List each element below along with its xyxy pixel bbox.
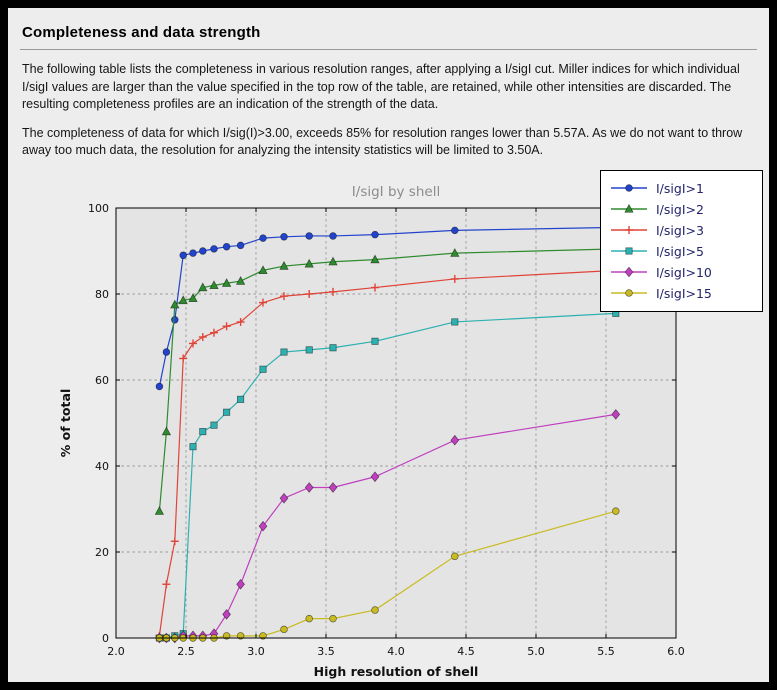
svg-text:20: 20 (95, 546, 109, 559)
intro-paragraph: The following table lists the completene… (22, 62, 740, 111)
legend-label: I/sigI>1 (656, 180, 704, 196)
report-panel: Completeness and data strength The follo… (8, 8, 769, 682)
title-separator (20, 49, 757, 50)
legend-item: I/sigI>1 (610, 178, 750, 199)
svg-text:80: 80 (95, 288, 109, 301)
svg-text:40: 40 (95, 460, 109, 473)
page-title: Completeness and data strength (22, 24, 261, 41)
legend-diamond-line-icon (611, 266, 647, 278)
svg-text:2.5: 2.5 (177, 645, 195, 658)
legend-label: I/sigI>3 (656, 222, 704, 238)
legend-circle-line-icon (611, 184, 647, 192)
summary-paragraph: The completeness of data for which I/sig… (22, 125, 743, 158)
svg-text:3.5: 3.5 (317, 645, 335, 658)
svg-text:100: 100 (88, 202, 109, 215)
svg-text:5.5: 5.5 (597, 645, 615, 658)
legend-item: I/sigI>2 (610, 199, 750, 220)
legend-item: I/sigI>5 (610, 241, 750, 262)
legend-square-line-icon (611, 247, 647, 255)
legend-label: I/sigI>15 (656, 285, 712, 301)
svg-text:I/sigI by shell: I/sigI by shell (352, 184, 440, 200)
completeness-chart: 2.0 2.5 3.0 3.5 4.0 4.5 5.0 5.5 6.0 0 20 40 60 80 100 I… (58, 184, 685, 679)
svg-text:5.0: 5.0 (527, 645, 545, 658)
svg-text:4.0: 4.0 (387, 645, 405, 658)
legend-plus-line-icon (611, 226, 647, 234)
chart-area: 2.0 2.5 3.0 3.5 4.0 4.5 5.0 5.5 6.0 0 20 40 60 80 100 I… (16, 169, 765, 683)
legend-circle-line-icon (611, 289, 647, 297)
legend-item: I/sigI>15 (610, 283, 750, 304)
svg-text:4.5: 4.5 (457, 645, 475, 658)
legend-triangle-line-icon (611, 203, 647, 213)
chart-legend: I/sigI>1 I/sigI>2 I/sigI>3 I/sigI>5 I/sigI>1… (600, 169, 763, 312)
svg-text:6.0: 6.0 (667, 645, 685, 658)
legend-label: I/sigI>5 (656, 243, 704, 259)
svg-text:3.0: 3.0 (247, 645, 265, 658)
svg-text:% of total: % of total (58, 388, 73, 457)
svg-text:0: 0 (102, 632, 109, 645)
svg-text:2.0: 2.0 (107, 645, 125, 658)
legend-item: I/sigI>3 (610, 220, 750, 241)
svg-text:60: 60 (95, 374, 109, 387)
legend-item: I/sigI>10 (610, 262, 750, 283)
svg-text:High resolution of shell: High resolution of shell (314, 664, 479, 679)
legend-label: I/sigI>2 (656, 201, 704, 217)
legend-label: I/sigI>10 (656, 264, 712, 280)
